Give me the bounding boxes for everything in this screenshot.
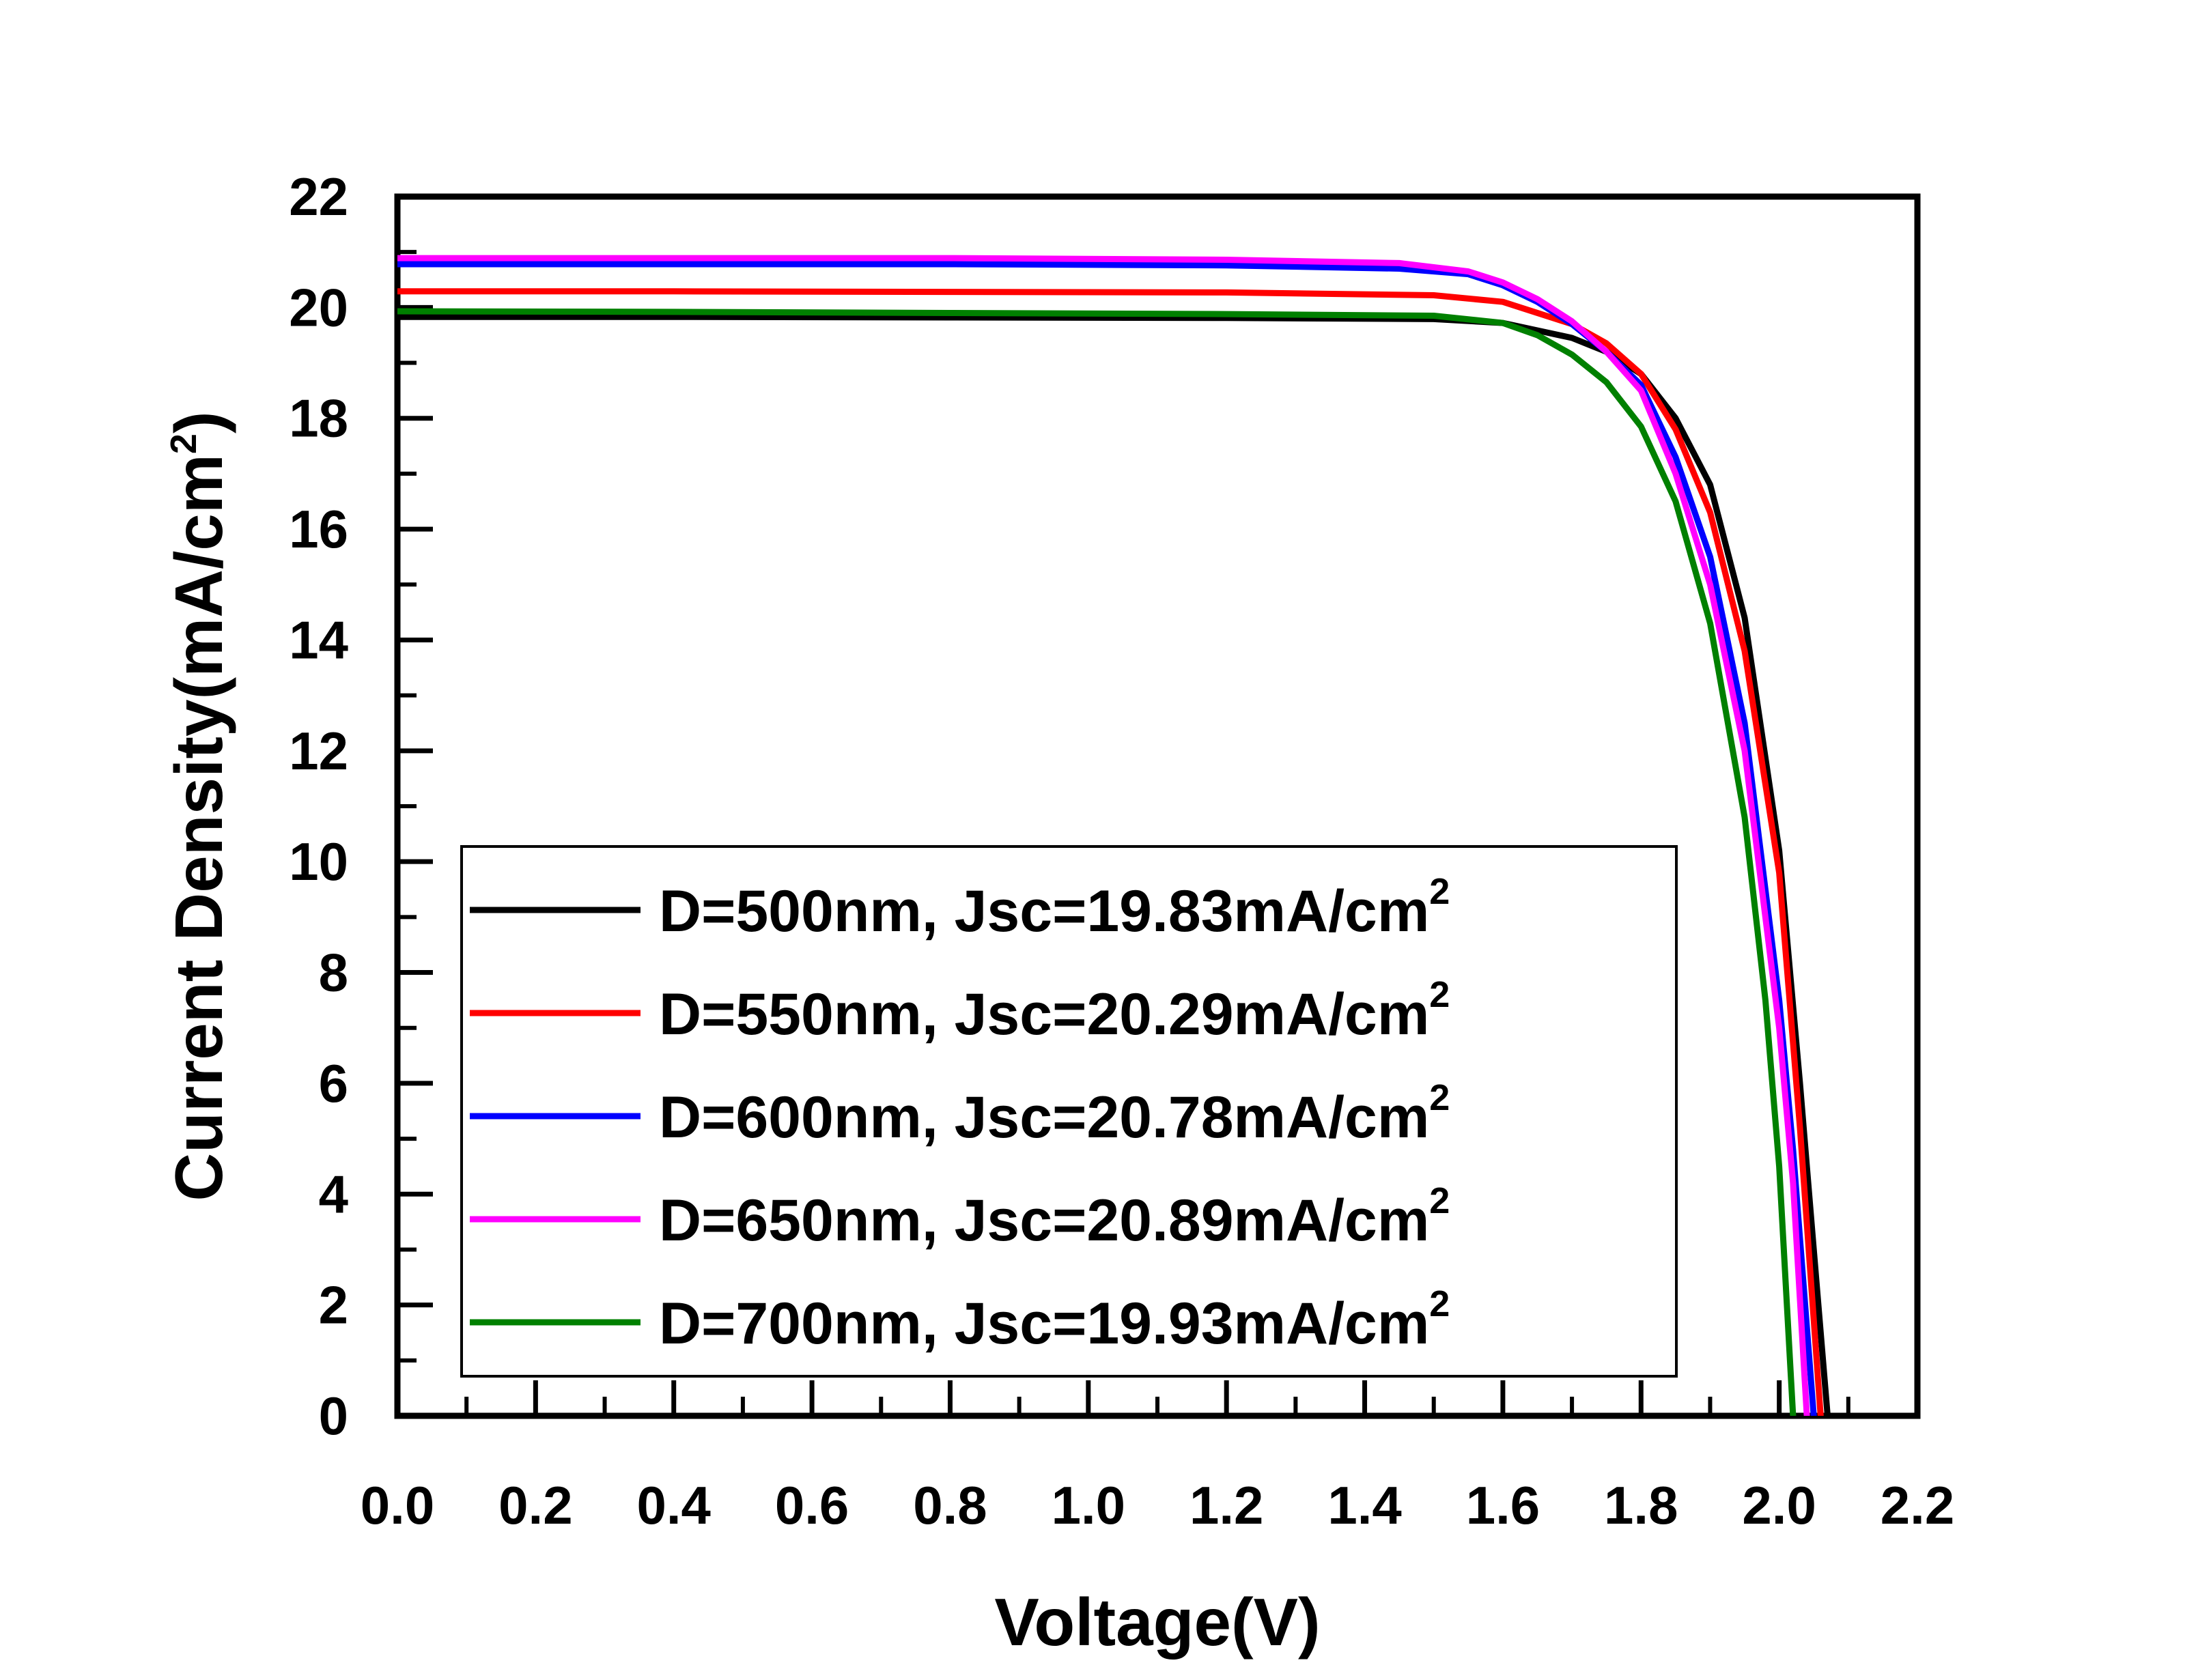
x-tick-label: 0.2 bbox=[498, 1475, 572, 1535]
series-line-2 bbox=[397, 288, 1824, 1416]
x-tick-label: 1.4 bbox=[1327, 1475, 1401, 1535]
x-tick-label: 0.0 bbox=[361, 1475, 434, 1535]
y-tick-label: 22 bbox=[289, 167, 348, 227]
x-tick-label: 0.4 bbox=[637, 1475, 711, 1535]
y-tick-label: 10 bbox=[289, 831, 348, 892]
y-tick-label: 2 bbox=[319, 1275, 348, 1335]
x-tick-label: 1.6 bbox=[1466, 1475, 1540, 1535]
y-tick-label: 4 bbox=[319, 1164, 348, 1224]
x-tick-label: 1.2 bbox=[1190, 1475, 1263, 1535]
y-axis-ticks bbox=[397, 194, 433, 1419]
y-tick-label: 6 bbox=[319, 1053, 348, 1113]
y-tick-label: 18 bbox=[289, 388, 348, 449]
x-tick-label: 2.2 bbox=[1881, 1475, 1954, 1535]
x-axis-title: Voltage(V) bbox=[994, 1584, 1320, 1660]
legend-label-4: D=650nm, Jsc=20.89mA/cm2 bbox=[659, 1180, 1450, 1253]
x-tick-label: 1.8 bbox=[1604, 1475, 1678, 1535]
legend-box bbox=[460, 845, 1678, 1378]
legend-label-3: D=600nm, Jsc=20.78mA/cm2 bbox=[659, 1077, 1450, 1150]
series-layer bbox=[397, 255, 1831, 1416]
y-tick-label: 20 bbox=[289, 277, 348, 337]
y-axis-title-main: Current Density(mA/cm bbox=[161, 454, 236, 1201]
x-tick-label: 0.8 bbox=[913, 1475, 987, 1535]
series-line-5 bbox=[397, 308, 1797, 1416]
y-axis-title-close: ) bbox=[161, 411, 236, 433]
y-axis-title: Current Density(mA/cm2) bbox=[161, 411, 236, 1201]
x-tick-label: 1.0 bbox=[1052, 1475, 1125, 1535]
legend-label-5: D=700nm, Jsc=19.93mA/cm2 bbox=[659, 1283, 1450, 1356]
legend-label-2: D=550nm, Jsc=20.29mA/cm2 bbox=[659, 974, 1450, 1047]
legend-label-1: D=500nm, Jsc=19.83mA/cm2 bbox=[659, 871, 1450, 944]
x-axis-ticks bbox=[395, 1380, 1920, 1416]
x-axis-tick-labels: 0.0 0.2 0.4 0.6 0.8 1.0 1.2 1.4 1.6 1.8 2.0 2.2 bbox=[361, 1475, 1954, 1535]
y-tick-label: 16 bbox=[289, 499, 348, 559]
x-tick-label: 2.0 bbox=[1742, 1475, 1816, 1535]
legend: D=500nm, Jsc=19.83mA/cm2 D=550nm, Jsc=20.… bbox=[460, 845, 1678, 1378]
y-axis-title-superscript: 2 bbox=[163, 433, 204, 454]
y-tick-label: 14 bbox=[289, 610, 348, 670]
y-tick-label: 0 bbox=[319, 1386, 348, 1446]
y-axis-tick-labels: 0 2 4 6 8 10 12 14 16 18 20 22 bbox=[289, 167, 348, 1446]
y-tick-label: 12 bbox=[289, 721, 348, 781]
series-line-4 bbox=[397, 255, 1810, 1416]
y-tick-label: 8 bbox=[319, 943, 348, 1003]
x-tick-label: 0.6 bbox=[775, 1475, 849, 1535]
